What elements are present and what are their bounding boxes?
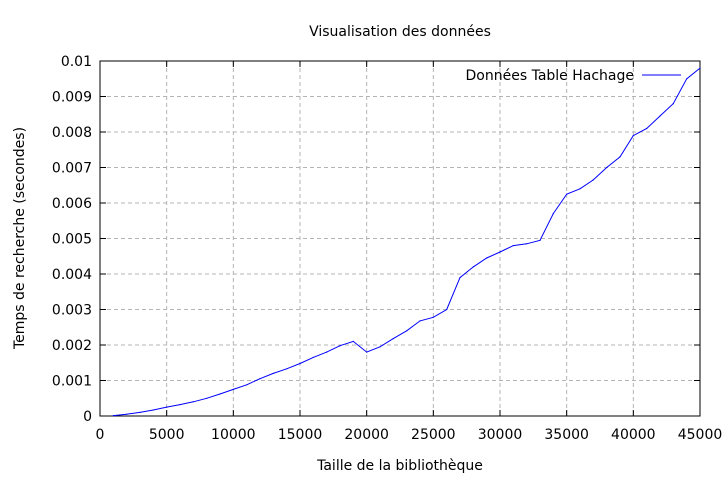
data-point xyxy=(672,103,674,105)
data-point xyxy=(419,320,421,322)
data-point xyxy=(606,166,608,169)
data-point xyxy=(392,338,394,340)
data-point xyxy=(379,346,381,348)
y-tick-label: 0.007 xyxy=(52,161,92,177)
data-point xyxy=(126,413,128,415)
data-point xyxy=(592,179,594,181)
data-point xyxy=(406,330,408,332)
data-point xyxy=(192,401,194,403)
data-point xyxy=(579,188,581,190)
x-tick-label: 15000 xyxy=(278,427,323,443)
data-point xyxy=(246,384,248,386)
y-axis-label: Temps de recherche (secondes) xyxy=(12,127,28,350)
grid-lines xyxy=(100,61,700,416)
y-tick-label: 0.002 xyxy=(52,338,92,354)
data-point xyxy=(632,135,634,137)
data-point xyxy=(206,397,208,399)
y-tick-label: 0.009 xyxy=(52,90,92,106)
data-point xyxy=(699,67,701,69)
legend-label-hash-table: Données Table Hachage xyxy=(466,68,634,84)
data-point xyxy=(619,156,621,158)
y-tick-label: 0.006 xyxy=(52,196,92,212)
data-point xyxy=(512,245,514,247)
x-tick-label: 45000 xyxy=(678,427,723,443)
axis-ticks: 0 5000 10000 15000 20000 25000 30000 35000 40000… xyxy=(52,54,722,443)
data-point xyxy=(486,257,488,259)
data-point xyxy=(686,78,688,80)
data-point xyxy=(446,308,448,311)
legend: Données Table Hachage xyxy=(466,68,681,84)
data-point xyxy=(166,406,168,408)
data-point xyxy=(526,243,528,245)
data-point xyxy=(139,411,141,413)
data-point xyxy=(659,115,661,117)
data-point xyxy=(459,277,461,279)
data-point xyxy=(339,345,341,347)
data-point xyxy=(646,127,648,130)
data-point xyxy=(286,368,288,370)
data-point xyxy=(112,415,114,417)
plot-frame xyxy=(99,60,701,417)
y-tick-label: 0.003 xyxy=(52,303,92,319)
data-point xyxy=(472,266,474,268)
x-tick-label: 10000 xyxy=(211,427,256,443)
x-axis-label: Taille de la bibliothèque xyxy=(316,458,483,474)
chart-title: Visualisation des données xyxy=(309,24,491,40)
y-tick-label: 0.01 xyxy=(61,54,92,70)
data-point xyxy=(499,251,501,253)
series-line-0 xyxy=(113,67,701,417)
data-point xyxy=(566,193,568,195)
data-point xyxy=(366,351,368,353)
series-lines xyxy=(112,67,701,417)
data-point xyxy=(272,372,274,374)
data-point xyxy=(552,213,554,215)
x-tick-label: 20000 xyxy=(344,427,389,443)
y-tick-label: 0.001 xyxy=(52,374,92,390)
x-tick-label: 30000 xyxy=(478,427,523,443)
y-tick-label: 0.005 xyxy=(52,232,92,248)
data-point xyxy=(539,239,541,241)
data-point xyxy=(432,316,434,318)
data-point xyxy=(352,340,354,342)
y-tick-label: 0 xyxy=(83,409,92,425)
data-point xyxy=(232,388,234,390)
data-point xyxy=(312,356,314,358)
data-point xyxy=(179,404,181,406)
data-point xyxy=(326,351,328,353)
x-tick-label: 35000 xyxy=(544,427,589,443)
x-tick-label: 0 xyxy=(96,427,105,443)
x-tick-label: 5000 xyxy=(149,427,185,443)
y-tick-label: 0.008 xyxy=(52,125,92,141)
data-point xyxy=(259,378,261,380)
data-point xyxy=(152,409,154,411)
x-tick-label: 25000 xyxy=(411,427,456,443)
data-point xyxy=(219,393,221,395)
y-tick-label: 0.004 xyxy=(52,267,92,283)
x-tick-label: 40000 xyxy=(611,427,656,443)
data-point xyxy=(299,362,301,365)
